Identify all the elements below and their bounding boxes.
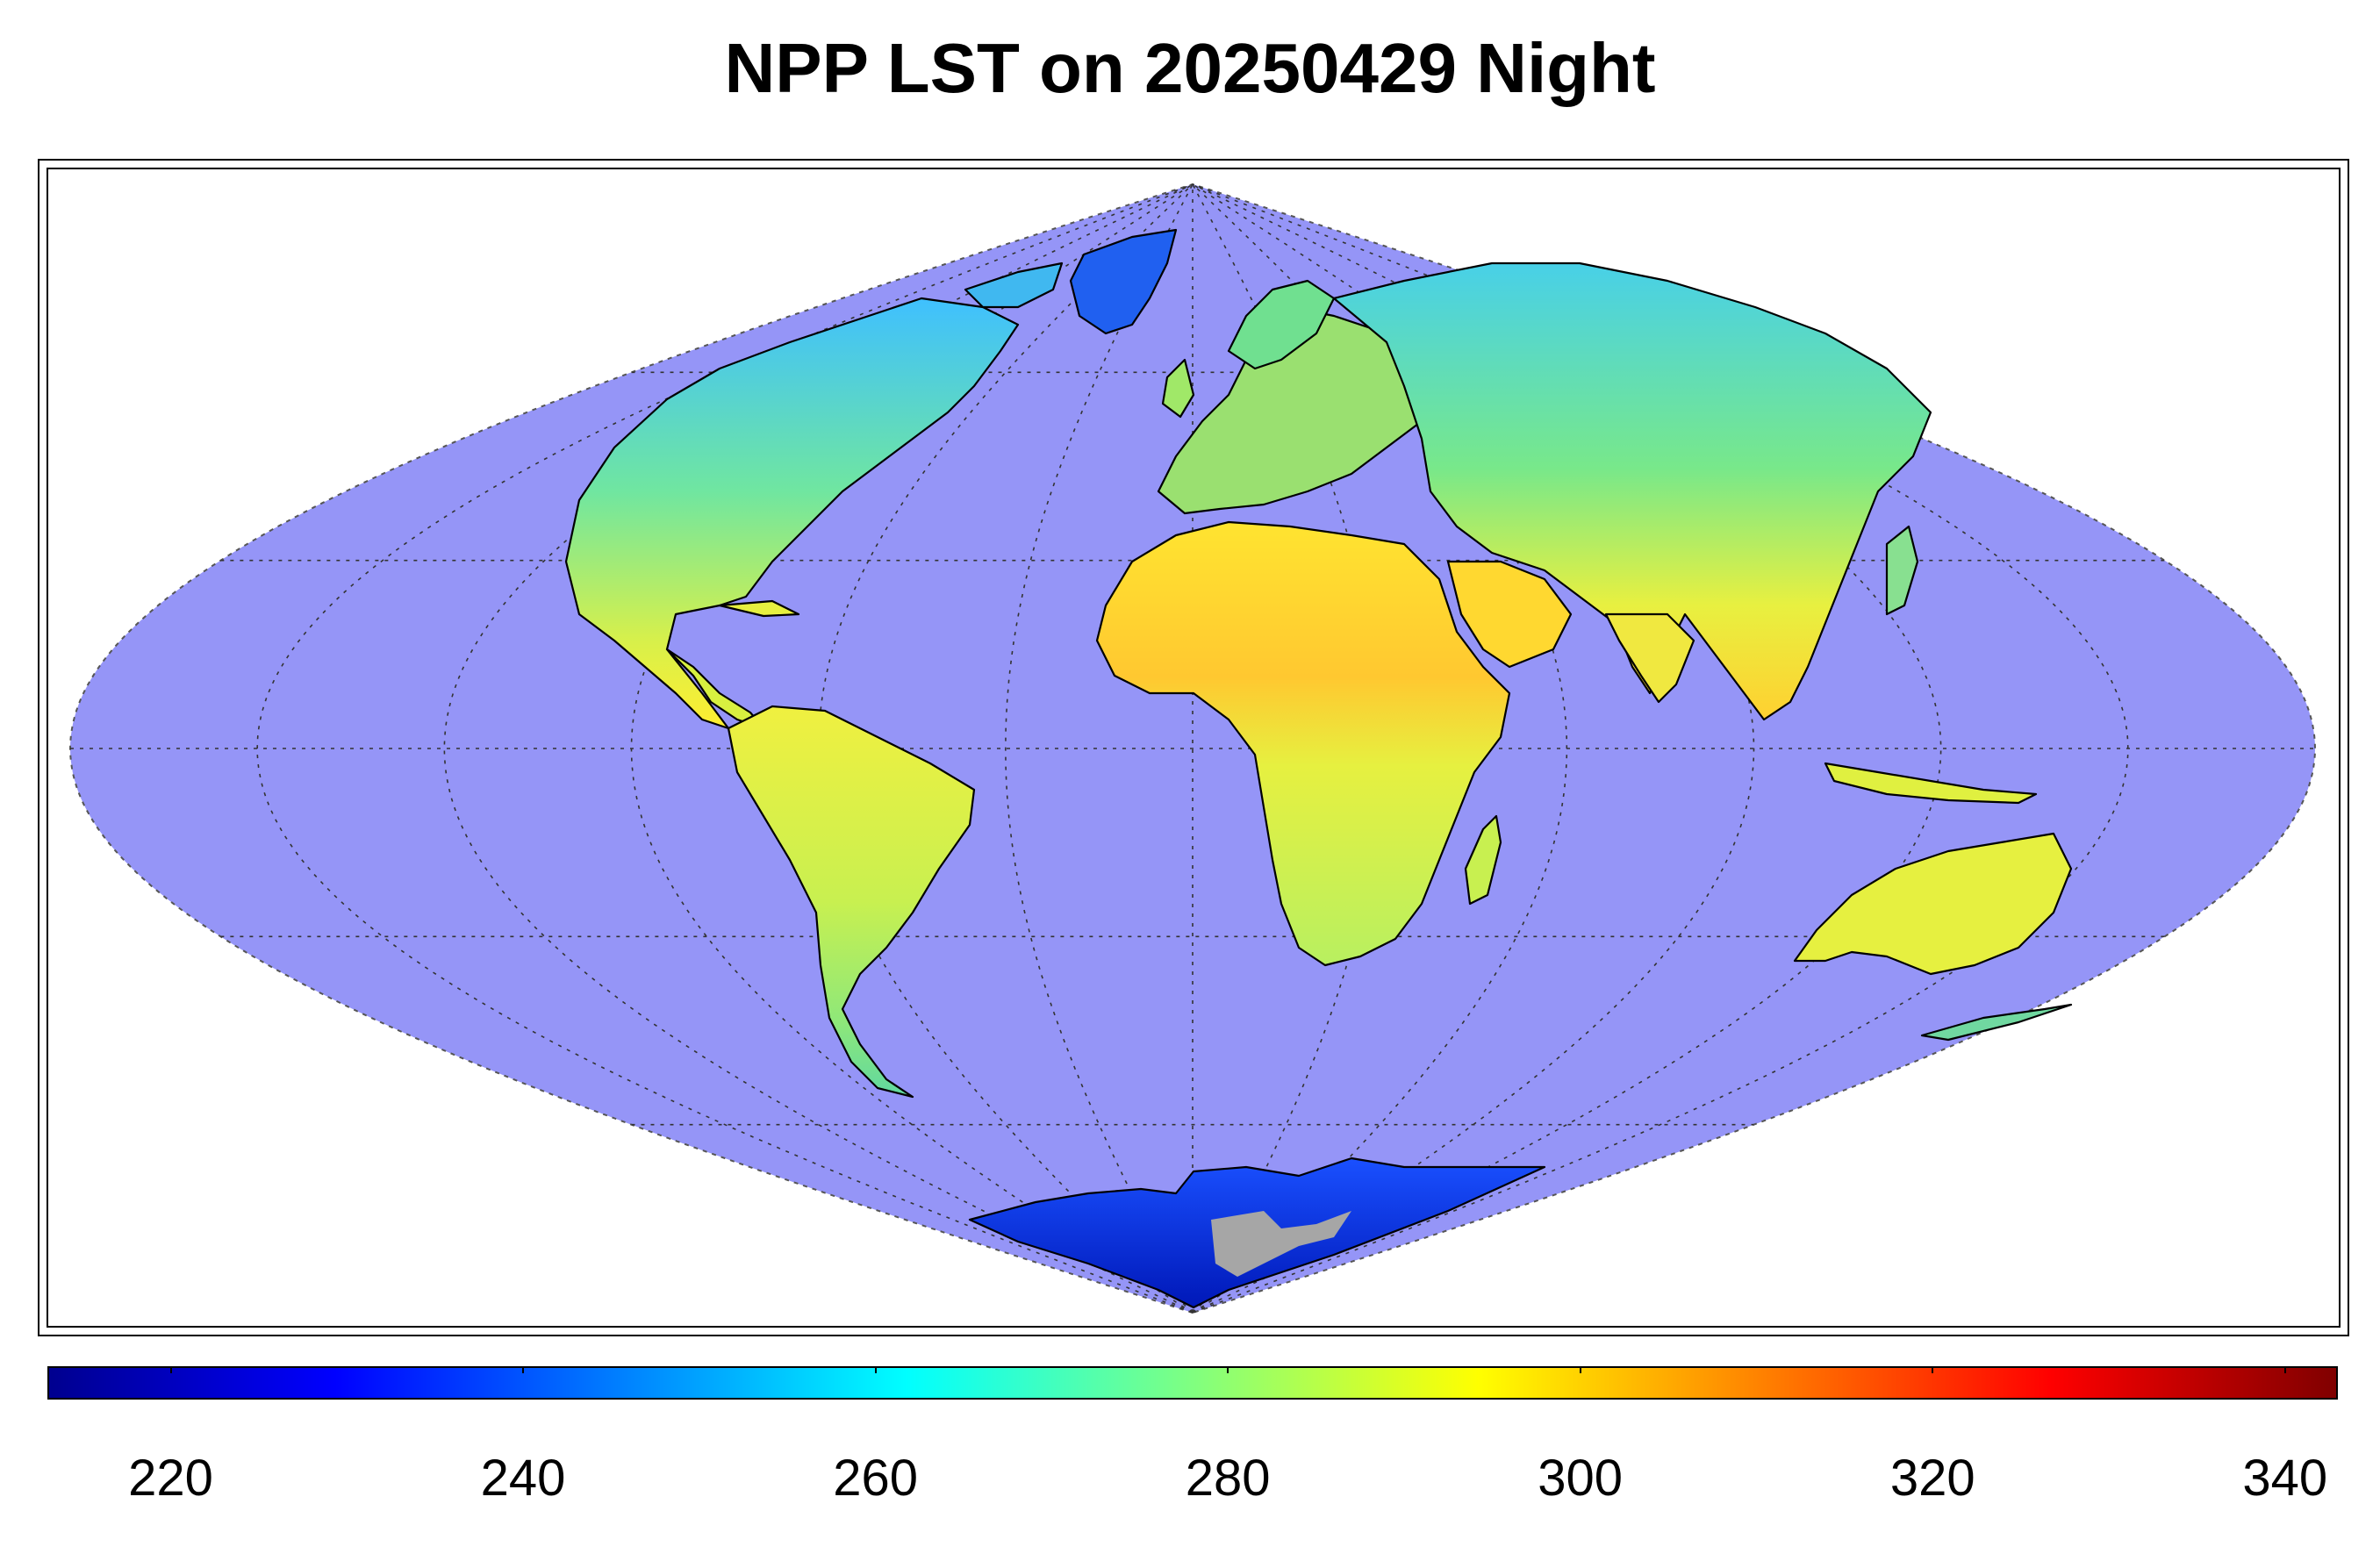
colorbar-tick bbox=[522, 1366, 525, 1373]
madagascar bbox=[1464, 814, 1502, 906]
colorbar-tick bbox=[169, 1366, 172, 1373]
greenland bbox=[1069, 228, 1178, 335]
colorbar-tick bbox=[1579, 1366, 1581, 1373]
colorbar-tick bbox=[1932, 1366, 1934, 1373]
colorbar-tick bbox=[2283, 1366, 2286, 1373]
colorbar-tick-label: 300 bbox=[1538, 1450, 1624, 1507]
map-frame-inner bbox=[47, 168, 2341, 1328]
arctic-islands bbox=[964, 261, 1064, 309]
arabian-peninsula bbox=[1446, 560, 1573, 669]
antarctica-nodata bbox=[1211, 1211, 1351, 1277]
colorbar-tick bbox=[874, 1366, 877, 1373]
meridian-line bbox=[256, 183, 1194, 1314]
colorbar-tick-label: 320 bbox=[1889, 1450, 1975, 1507]
asia bbox=[1332, 261, 1932, 721]
colorbar bbox=[47, 1366, 2338, 1400]
india bbox=[1604, 612, 1695, 704]
new-zealand bbox=[1920, 1003, 2073, 1042]
north-america bbox=[564, 297, 1020, 730]
australia bbox=[1793, 832, 2073, 976]
south-america bbox=[727, 705, 976, 1099]
colorbar-tick-label: 220 bbox=[128, 1450, 213, 1507]
map-frame-outer bbox=[38, 159, 2349, 1336]
colorbar-tick-label: 280 bbox=[1185, 1450, 1271, 1507]
colorbar-tick-label: 260 bbox=[833, 1450, 918, 1507]
meridian-line bbox=[1004, 183, 1194, 1314]
africa bbox=[1095, 520, 1511, 967]
british-isles bbox=[1161, 358, 1195, 419]
land-masses bbox=[564, 228, 2073, 1309]
japan bbox=[1885, 525, 1919, 616]
caribbean-islands bbox=[718, 599, 800, 618]
colorbar-tick-label: 340 bbox=[2242, 1450, 2328, 1507]
colorbar-tick-label: 240 bbox=[480, 1450, 566, 1507]
indonesia bbox=[1824, 762, 2038, 805]
map-title: NPP LST on 20250429 Night bbox=[724, 29, 1656, 107]
colorbar-tick bbox=[1227, 1366, 1229, 1373]
